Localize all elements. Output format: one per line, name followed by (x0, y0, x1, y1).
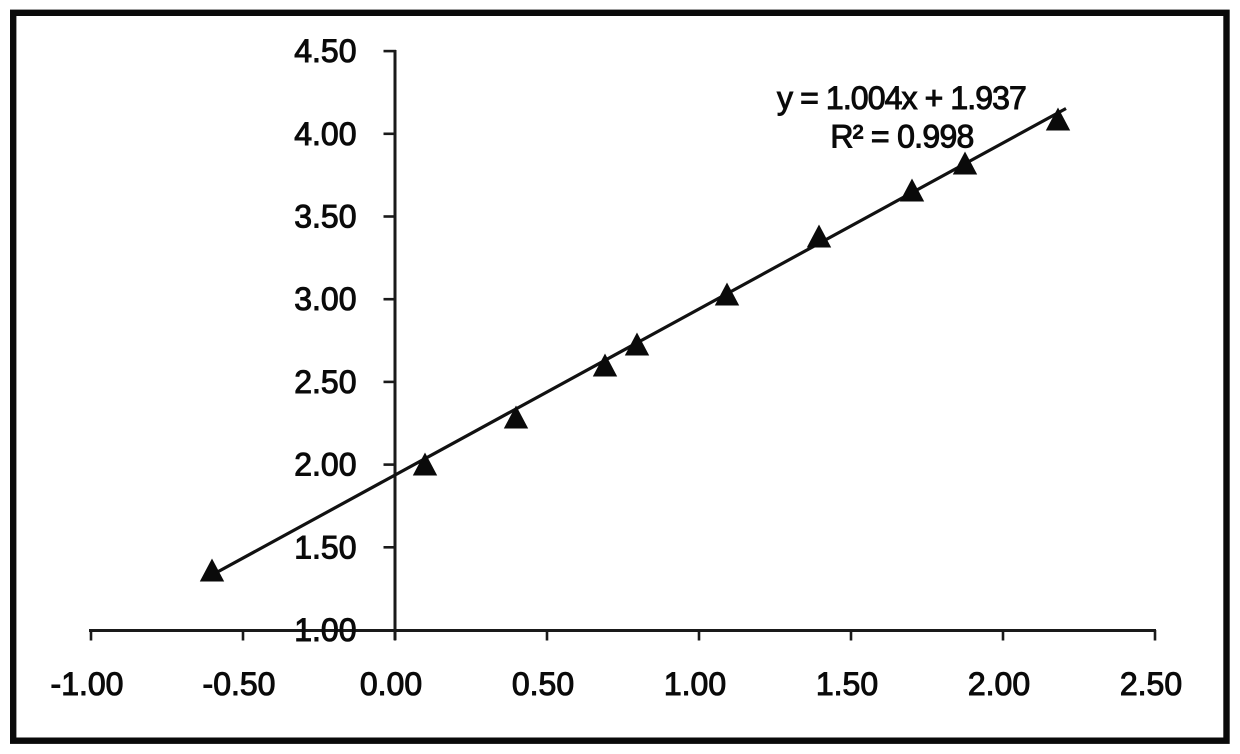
svg-text:y = 1.004x + 1.937: y = 1.004x + 1.937 (777, 80, 1026, 116)
svg-text:2.00: 2.00 (968, 666, 1030, 702)
svg-text:0.00: 0.00 (360, 666, 422, 702)
svg-text:1.50: 1.50 (816, 666, 878, 702)
svg-text:3.00: 3.00 (294, 281, 356, 317)
svg-text:2.00: 2.00 (294, 447, 356, 483)
svg-text:2.50: 2.50 (294, 364, 356, 400)
svg-text:1.50: 1.50 (294, 529, 356, 565)
svg-text:4.00: 4.00 (294, 116, 356, 152)
svg-text:0.50: 0.50 (512, 666, 574, 702)
svg-text:2.50: 2.50 (1120, 666, 1182, 702)
svg-text:3.50: 3.50 (294, 199, 356, 235)
svg-text:1.00: 1.00 (664, 666, 726, 702)
svg-text:4.50: 4.50 (294, 33, 356, 69)
svg-text:R² = 0.998: R² = 0.998 (830, 119, 973, 155)
svg-text:-1.00: -1.00 (51, 666, 124, 702)
svg-text:-0.50: -0.50 (203, 666, 276, 702)
svg-text:1.00: 1.00 (294, 612, 356, 648)
